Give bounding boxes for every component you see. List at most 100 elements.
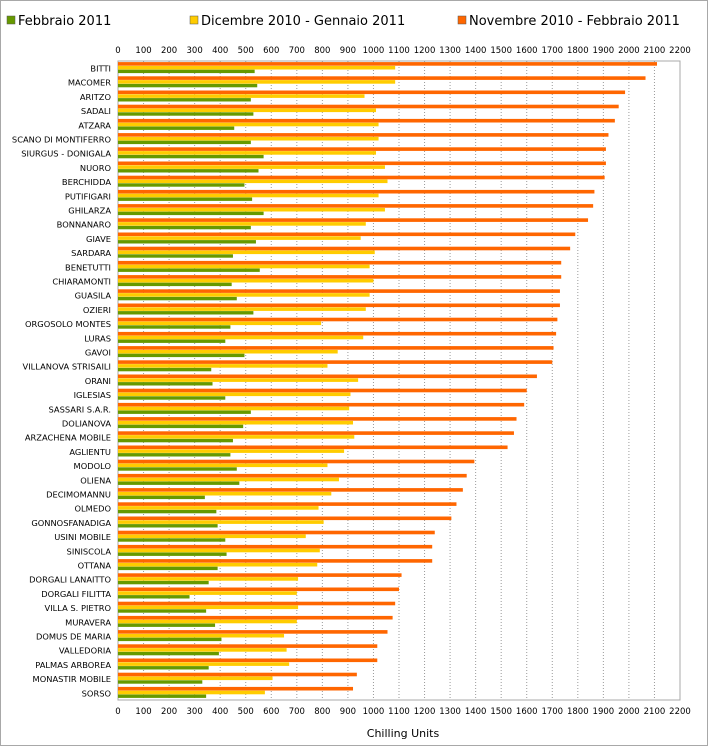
x-tick-label-bottom: 1700: [541, 707, 563, 717]
bar: [118, 80, 396, 84]
bar: [118, 154, 264, 159]
x-tick-label-bottom: 1400: [465, 707, 487, 717]
bar: [118, 331, 557, 336]
x-tick-label-top: 1900: [593, 46, 615, 56]
x-tick-label-top: 300: [187, 46, 203, 56]
bar: [118, 662, 290, 666]
x-tick-label-bottom: 700: [289, 707, 305, 717]
category-label: GAVOI: [85, 348, 111, 358]
legend-swatch: [457, 15, 467, 25]
bar: [118, 587, 399, 592]
bar: [118, 349, 338, 354]
bar: [118, 364, 328, 368]
bar: [118, 118, 615, 123]
bar: [118, 609, 207, 613]
bar: [118, 282, 232, 287]
x-tick-label-bottom: 100: [135, 707, 151, 717]
x-tick-label-bottom: 0: [115, 707, 120, 717]
bar: [118, 477, 339, 482]
bar: [118, 559, 433, 563]
bar: [118, 573, 402, 577]
x-tick-label-top: 1200: [414, 46, 436, 56]
x-tick-label-bottom: 500: [238, 707, 254, 717]
bar: [118, 449, 345, 453]
x-tick-label-top: 2100: [644, 46, 666, 56]
bar: [118, 601, 396, 606]
category-label: MURAVERA: [65, 617, 111, 627]
bar: [118, 317, 558, 322]
category-label: GONNOSFANADIGA: [31, 518, 111, 528]
legend-swatch: [189, 15, 199, 25]
x-tick-label-bottom: 600: [263, 707, 279, 717]
x-tick-label-top: 700: [289, 46, 305, 56]
x-tick-label-bottom: 1900: [593, 707, 615, 717]
bar: [118, 136, 379, 141]
bar: [118, 520, 324, 524]
x-tick-label-top: 200: [161, 46, 177, 56]
bar: [118, 321, 322, 326]
x-tick-label-bottom: 800: [314, 707, 330, 717]
bar: [118, 438, 233, 443]
bar: [118, 169, 259, 173]
category-label: SIURGUS - DONIGALA: [21, 149, 111, 159]
bar: [118, 605, 299, 610]
bar: [118, 459, 475, 464]
bar: [118, 222, 366, 226]
x-tick-label-top: 0: [115, 46, 120, 56]
bar: [118, 495, 205, 500]
bar: [118, 530, 435, 535]
bar: [118, 524, 218, 528]
category-label: USINI MOBILE: [54, 532, 111, 542]
bar: [118, 204, 594, 208]
bar: [118, 254, 233, 258]
x-tick-label-top: 1600: [516, 46, 538, 56]
bar: [118, 236, 361, 240]
bar: [118, 211, 264, 216]
bar: [118, 445, 508, 450]
bar: [118, 225, 251, 230]
bar: [118, 619, 297, 624]
bar: [118, 378, 359, 382]
category-label: PALMAS ARBOREA: [35, 660, 111, 670]
bar: [118, 65, 396, 70]
bar: [118, 630, 388, 634]
x-tick-label-top: 500: [238, 46, 254, 56]
category-label: ARITZO: [80, 92, 112, 102]
bar: [118, 250, 375, 255]
bar: [118, 307, 366, 311]
x-tick-label-top: 600: [263, 46, 279, 56]
bar: [118, 690, 265, 695]
legend-label: Novembre 2010 - Febbraio 2011: [469, 14, 680, 29]
bar: [118, 126, 235, 130]
category-label: DORGALI LANAITTO: [29, 575, 111, 585]
x-tick-label-top: 2200: [669, 46, 691, 56]
bar: [118, 90, 626, 95]
x-tick-label-bottom: 1200: [414, 707, 436, 717]
x-tick-label-top: 400: [212, 46, 228, 56]
category-label: DECIMOMANNU: [46, 490, 111, 500]
category-label: SARDARA: [71, 248, 111, 258]
bar: [118, 122, 379, 127]
category-label: DOLIANOVA: [62, 419, 111, 429]
bar: [118, 161, 606, 166]
category-label: MONASTIR MOBILE: [33, 674, 111, 684]
category-label: LURAS: [84, 333, 111, 343]
category-label: OLMEDO: [75, 504, 112, 514]
bar: [118, 353, 245, 358]
category-label: ORANI: [85, 376, 111, 386]
x-tick-label-bottom: 2100: [644, 707, 666, 717]
bar: [118, 534, 306, 539]
bar: [118, 417, 517, 421]
category-label: VILLANOVA STRISAILI: [23, 362, 111, 372]
legend-swatch: [6, 15, 16, 25]
bar: [118, 374, 537, 379]
category-label: ATZARA: [78, 120, 111, 130]
bar: [118, 648, 287, 652]
bar: [118, 189, 595, 194]
bar: [118, 183, 245, 187]
bar: [118, 615, 393, 620]
bar: [118, 502, 457, 506]
bar: [118, 591, 297, 595]
bar: [118, 165, 385, 169]
